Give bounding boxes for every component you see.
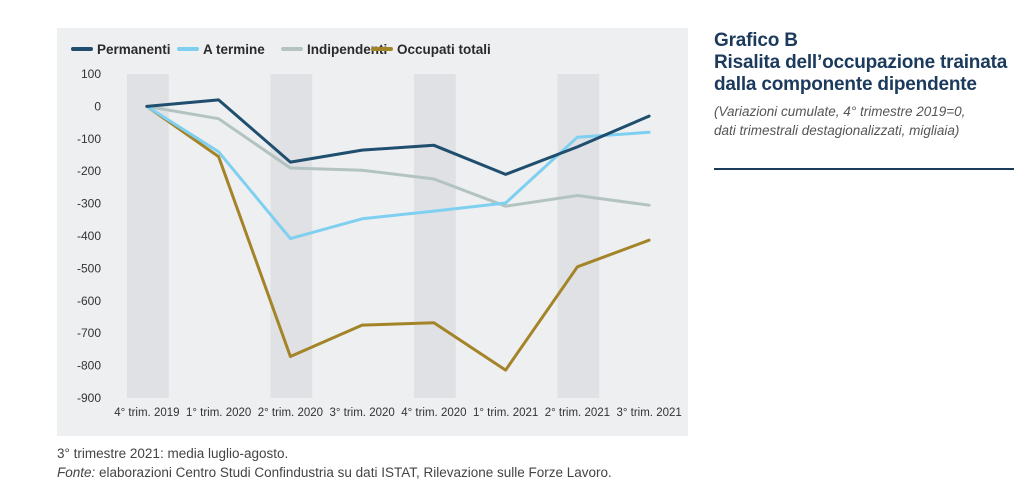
chart-title: Grafico B Risalita dell’occupazione trai… (714, 30, 1014, 96)
y-tick-label: -600 (77, 294, 101, 308)
legend-label: Permanenti (97, 42, 171, 57)
y-tick-label: -700 (77, 326, 101, 340)
series-line-a-termine (145, 104, 651, 241)
y-tick-label: -300 (77, 197, 101, 211)
y-tick-label: -500 (77, 261, 101, 275)
x-tick-label: 2° trim. 2020 (258, 407, 323, 419)
chart-panel: 100 0 -100 -200 -300 -400 -500 -600 -700 -800 -900… (57, 28, 688, 436)
series-line-permanenti (145, 98, 651, 176)
y-tick-label: -100 (77, 132, 101, 146)
shaded-band (127, 74, 169, 398)
x-tick-label: 1° trim. 2021 (473, 407, 538, 419)
chart-header: Grafico B Risalita dell’occupazione trai… (714, 30, 1014, 170)
source-label: Fonte: (57, 465, 96, 480)
source-text: elaborazioni Centro Studi Confindustria … (95, 465, 612, 480)
shaded-band (414, 74, 456, 398)
legend-label: Indipendenti (307, 42, 387, 57)
x-tick-label: 4° trim. 2019 (114, 407, 179, 419)
x-tick-label: 3° trim. 2020 (329, 407, 394, 419)
y-tick-label: -900 (77, 391, 101, 405)
y-tick-label: -400 (77, 229, 101, 243)
shaded-band (557, 74, 600, 398)
subtitle-line-1: (Variazioni cumulate, 4° trimestre 2019=… (714, 104, 966, 119)
y-tick-label: 100 (81, 67, 101, 81)
chart-subtitle: (Variazioni cumulate, 4° trimestre 2019=… (714, 102, 1014, 140)
source-line: Fonte: elaborazioni Centro Studi Confind… (57, 463, 757, 482)
series-line-occupati-totali (145, 104, 651, 372)
x-tick-label: 1° trim. 2020 (186, 407, 251, 419)
title-line-3: dalla componente dipendente (714, 74, 977, 95)
legend-label: Occupati totali (397, 42, 491, 57)
series-line-indipendenti (145, 104, 651, 208)
y-tick-label: 0 (94, 99, 101, 113)
x-tick-label: 2° trim. 2021 (545, 407, 610, 419)
y-tick-label: -800 (77, 359, 101, 373)
line-chart: 100 0 -100 -200 -300 -400 -500 -600 -700 -800 -900… (57, 28, 688, 436)
subtitle-line-2: dati trimestrali destagionalizzati, migl… (714, 123, 960, 138)
header-divider (714, 168, 1014, 170)
y-tick-label: -200 (77, 164, 101, 178)
x-tick-label: 4° trim. 2020 (401, 407, 466, 419)
title-line-2: Risalita dell’occupazione trainata (714, 52, 1008, 73)
x-tick-label: 3° trim. 2021 (616, 407, 681, 419)
note-line: 3° trimestre 2021: media luglio-agosto. (57, 446, 289, 461)
chart-notes: 3° trimestre 2021: media luglio-agosto. … (57, 444, 757, 482)
title-line-1: Grafico B (714, 30, 798, 51)
legend-label: A termine (203, 42, 265, 57)
